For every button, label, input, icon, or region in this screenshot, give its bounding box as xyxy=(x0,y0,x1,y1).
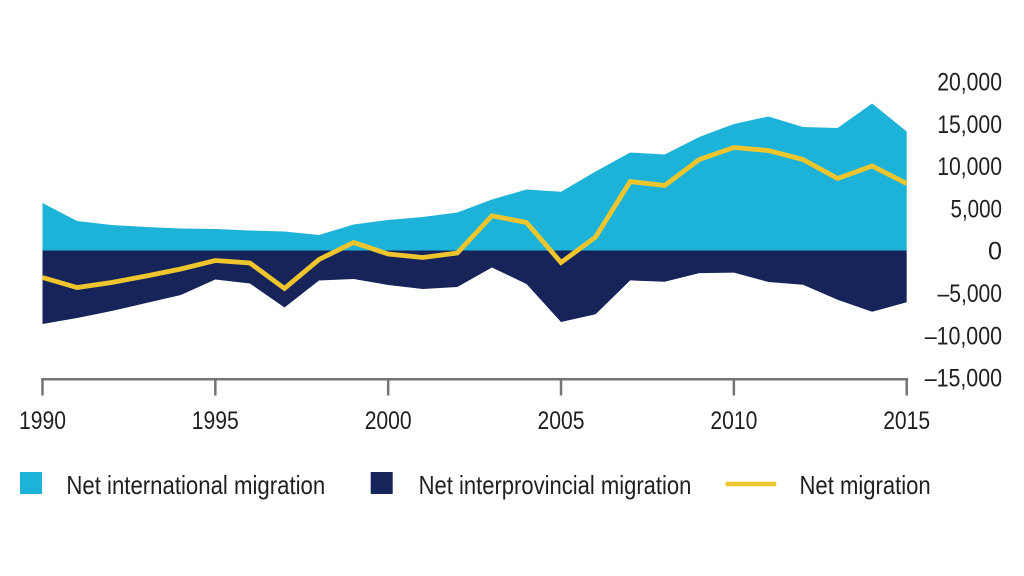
svg-text:2015: 2015 xyxy=(883,407,930,435)
svg-text:Net migration: Net migration xyxy=(800,470,931,500)
svg-text:2010: 2010 xyxy=(710,407,757,435)
svg-text:–15,000: –15,000 xyxy=(925,365,1002,393)
svg-text:0: 0 xyxy=(988,238,1002,266)
svg-text:Net international migration: Net international migration xyxy=(66,470,325,500)
svg-text:10,000: 10,000 xyxy=(937,153,1002,181)
svg-text:5,000: 5,000 xyxy=(951,195,1003,223)
svg-text:1990: 1990 xyxy=(19,407,66,435)
svg-text:Net interprovincial migration: Net interprovincial migration xyxy=(419,470,692,500)
svg-text:15,000: 15,000 xyxy=(937,111,1002,139)
svg-text:–10,000: –10,000 xyxy=(925,322,1002,350)
svg-text:1995: 1995 xyxy=(192,407,239,435)
svg-text:2000: 2000 xyxy=(365,407,412,435)
svg-text:20,000: 20,000 xyxy=(937,69,1002,97)
svg-text:–5,000: –5,000 xyxy=(938,280,1003,308)
svg-text:2005: 2005 xyxy=(538,407,585,435)
